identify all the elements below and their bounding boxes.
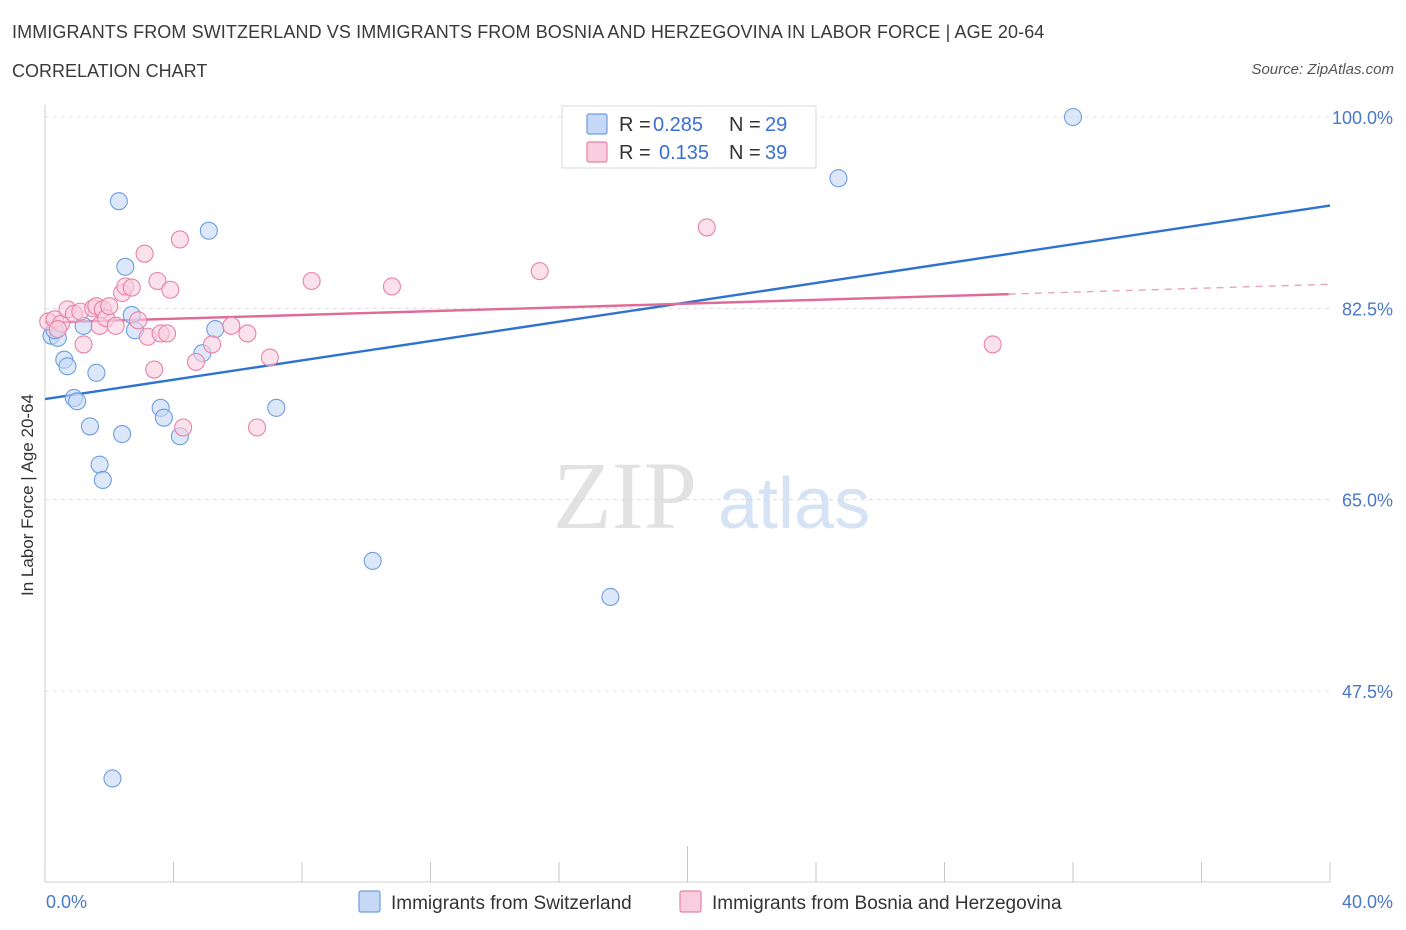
point-switzerland <box>363 551 382 570</box>
point-bosnia <box>129 311 148 330</box>
y-tick-labels: 47.5% 65.0% 82.5% 100.0% <box>1332 108 1393 702</box>
point-switzerland <box>87 363 106 382</box>
stats-legend: R = 0.285 N = 29 R = 0.135 N = 39 <box>561 105 817 169</box>
point-bosnia <box>158 324 177 343</box>
point-bosnia <box>983 335 1002 354</box>
point-switzerland <box>206 320 225 339</box>
point-bosnia <box>106 316 125 335</box>
x-tick-labels: 0.0% 40.0% <box>46 892 1393 912</box>
legend-swatch-bosnia <box>586 141 608 163</box>
point-bosnia <box>382 277 402 296</box>
point-switzerland <box>199 221 218 240</box>
legend-r-value-1: 0.285 <box>653 114 703 136</box>
point-switzerland <box>1063 107 1083 127</box>
trendlines <box>44 204 1331 401</box>
series-legend-swatch-switzerland <box>358 890 381 913</box>
series-legend: Immigrants from Switzerland Immigrants f… <box>358 890 1062 914</box>
watermark-zip: ZIP <box>553 442 697 549</box>
y-axis-label: In Labor Force | Age 20-64 <box>18 394 37 596</box>
point-bosnia <box>697 218 716 237</box>
point-bosnia <box>135 244 154 263</box>
point-switzerland <box>154 408 173 427</box>
y-tick-label: 65.0% <box>1342 491 1393 511</box>
trendline-switzerland <box>44 204 1331 401</box>
trendline-bosnia-extension <box>1008 283 1331 295</box>
series-legend-swatch-bosnia <box>679 890 702 913</box>
point-bosnia <box>122 278 141 297</box>
point-switzerland <box>116 257 135 276</box>
legend-r-label-1: R = <box>619 114 651 136</box>
point-bosnia <box>238 324 257 343</box>
point-switzerland <box>829 169 848 188</box>
chart-subtitle: CORRELATION CHART <box>12 61 208 81</box>
data-points <box>39 107 1083 788</box>
gridlines <box>45 116 1330 692</box>
point-bosnia <box>247 418 267 437</box>
axes <box>44 105 1331 883</box>
legend-n-value-2: 39 <box>765 142 787 164</box>
trendline-bosnia <box>44 292 1009 324</box>
point-bosnia <box>161 280 180 299</box>
chart-title: IMMIGRANTS FROM SWITZERLAND VS IMMIGRANT… <box>12 22 1045 42</box>
point-switzerland <box>601 587 620 607</box>
point-bosnia <box>145 360 164 379</box>
legend-r-label-2: R = <box>619 142 651 164</box>
point-bosnia <box>203 335 222 354</box>
legend-n-value-1: 29 <box>765 114 787 136</box>
x-tick-label: 40.0% <box>1342 892 1393 912</box>
legend-r-value-2: 0.135 <box>659 142 709 164</box>
y-tick-label: 47.5% <box>1342 682 1393 702</box>
point-bosnia <box>148 271 167 291</box>
point-bosnia <box>170 230 189 249</box>
point-bosnia <box>48 320 67 339</box>
point-switzerland <box>103 769 122 788</box>
point-switzerland <box>109 192 128 211</box>
point-switzerland <box>68 392 87 411</box>
watermark: ZIP atlas <box>553 442 870 549</box>
legend-n-label-2: N = <box>729 142 761 164</box>
point-bosnia <box>530 262 549 281</box>
series-legend-label-switzerland: Immigrants from Switzerland <box>391 893 632 914</box>
y-tick-label: 100.0% <box>1332 108 1393 128</box>
watermark-atlas: atlas <box>718 464 870 544</box>
x-tick-label: 0.0% <box>46 892 87 912</box>
point-bosnia <box>222 316 241 335</box>
point-switzerland <box>80 417 100 436</box>
point-bosnia <box>174 418 193 437</box>
point-switzerland <box>58 357 77 376</box>
point-switzerland <box>267 398 286 417</box>
point-switzerland <box>90 455 109 474</box>
series-legend-label-bosnia: Immigrants from Bosnia and Herzegovina <box>712 893 1062 914</box>
point-bosnia <box>302 271 321 291</box>
point-switzerland <box>93 470 112 490</box>
source-credit: Source: ZipAtlas.com <box>1251 61 1394 78</box>
legend-swatch-switzerland <box>586 113 608 135</box>
point-bosnia <box>260 348 279 367</box>
point-switzerland <box>113 425 132 444</box>
y-tick-label: 82.5% <box>1342 299 1393 319</box>
point-bosnia <box>100 297 119 316</box>
point-bosnia <box>186 352 206 371</box>
legend-n-label-1: N = <box>729 114 761 136</box>
point-bosnia <box>74 335 93 354</box>
